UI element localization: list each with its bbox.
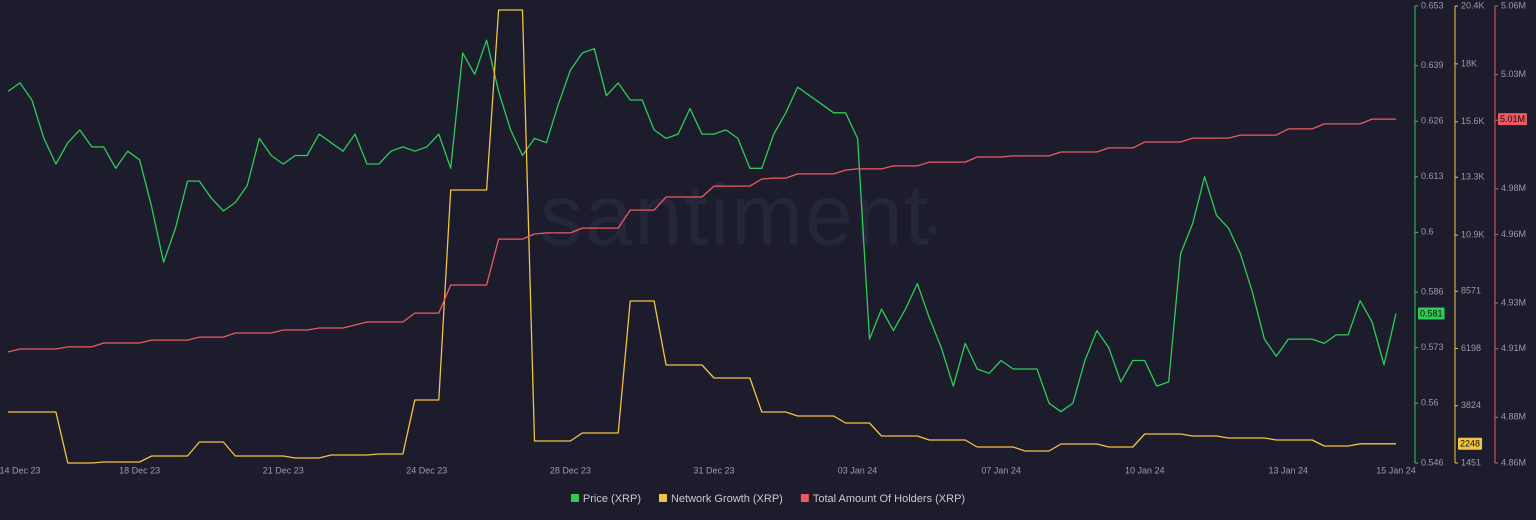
y-tick-label: 13.3K [1461,172,1485,182]
series-line [8,9,1396,464]
value-badge [1498,113,1528,126]
value-badge-label: 5.01M [1500,114,1525,124]
y-tick-label: 18K [1461,58,1477,68]
x-tick-label: 31 Dec 23 [693,465,734,475]
x-tick-label: 15 Jan 24 [1376,465,1416,475]
x-tick-label: 14 Dec 23 [0,465,40,475]
legend: Price (XRP) Network Growth (XRP) Total Amo… [570,493,965,505]
y-tick-label: 15.6K [1461,116,1485,126]
x-tick-label: 18 Dec 23 [119,465,160,475]
y-tick-label: 0.546 [1421,457,1444,467]
y-tick-label: 4.93M [1501,297,1526,307]
x-tick-label: 13 Jan 24 [1269,465,1309,475]
y-tick-label: 4.86M [1501,457,1526,467]
y-tick-label: 3824 [1461,400,1481,410]
y-tick-label: 5.06M [1501,0,1526,10]
series-line [7,118,1396,353]
y-tick-label: 10.9K [1461,229,1485,239]
x-tick-label: 24 Dec 23 [406,465,447,475]
x-tick-label: 28 Dec 23 [550,465,591,475]
value-badge [1418,307,1445,320]
legend-swatch [658,494,667,502]
y-tick-label: 4.96M [1501,229,1526,239]
y-tick-label: 0.56 [1421,398,1439,408]
y-tick-label: 0.653 [1421,0,1444,10]
legend-label: Total Amount Of Holders (XRP) [813,493,965,505]
y-tick-label: 0.6 [1421,227,1434,237]
y-tick-label: 6198 [1461,343,1481,353]
y-tick-label: 20.4K [1461,0,1485,10]
y-tick-label: 0.613 [1421,171,1444,181]
value-badge [1458,437,1483,450]
value-badge-label: 0.581 [1420,308,1443,318]
y-tick-label: 0.639 [1421,60,1444,70]
legend-label: Price (XRP) [583,493,641,505]
y-tick-label: 0.586 [1421,287,1444,297]
y-tick-label: 1451 [1461,457,1481,467]
legend-swatch [570,494,579,502]
series-line [7,39,1397,413]
value-badge-label: 2248 [1460,439,1480,449]
y-tick-label: 0.626 [1421,116,1444,126]
watermark-dot [929,226,937,234]
y-tick-label: 0.573 [1421,342,1444,352]
x-tick-label: 21 Dec 23 [263,465,304,475]
x-tick-label: 07 Jan 24 [981,465,1021,475]
y-tick-label: 8571 [1461,286,1481,296]
x-tick-label: 10 Jan 24 [1125,465,1165,475]
y-tick-label: 4.91M [1501,343,1526,353]
y-tick-label: 4.98M [1501,183,1526,193]
x-tick-label: 03 Jan 24 [838,465,878,475]
legend-swatch [800,494,809,502]
y-tick-label: 4.88M [1501,412,1526,422]
watermark: santiment [540,168,931,264]
legend-label: Network Growth (XRP) [671,493,783,505]
y-tick-label: 5.03M [1501,69,1526,79]
